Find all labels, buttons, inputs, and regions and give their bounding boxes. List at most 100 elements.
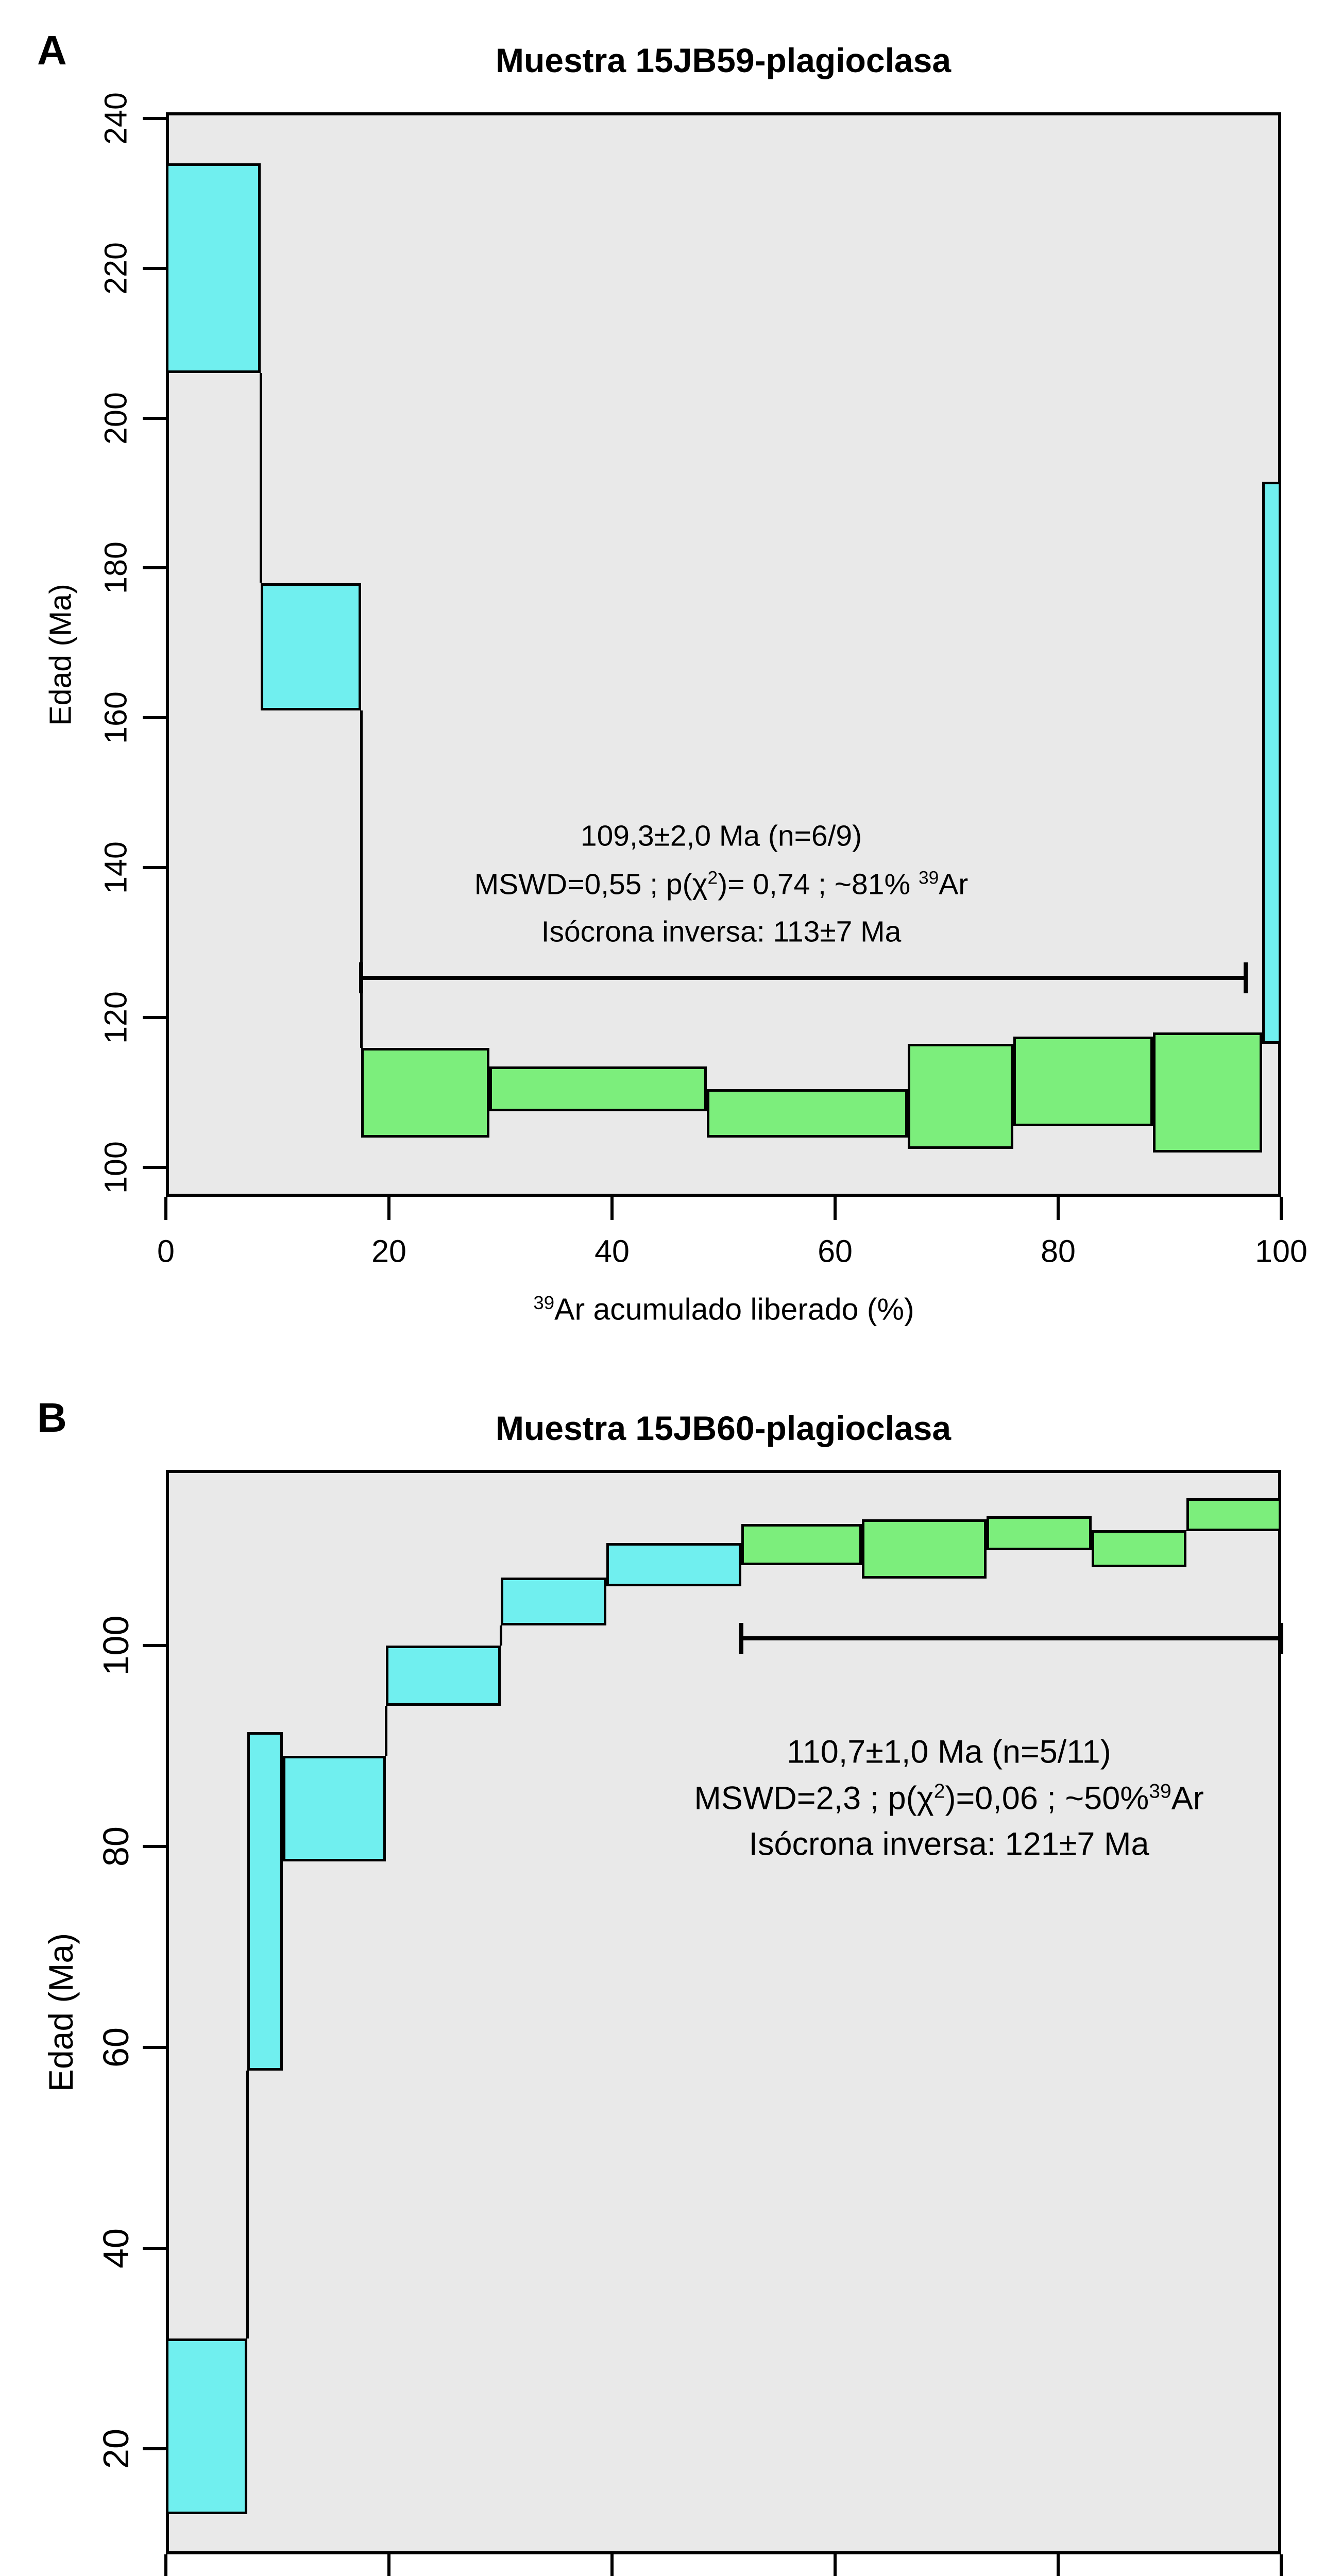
y-tick-label: 180	[98, 541, 133, 594]
x-axis-tick	[610, 2554, 614, 2576]
y-tick-label: 120	[98, 991, 133, 1044]
x-tick-label: 60	[818, 1233, 853, 1269]
step-box-plateau	[908, 1044, 1013, 1149]
y-axis-tick	[143, 1845, 166, 1848]
x-axis-tick	[834, 2554, 837, 2576]
superscript-text: 39	[1149, 1780, 1171, 1803]
plain-text: )= 0,74 ; ~81%	[718, 868, 919, 901]
step-box-plateau	[1092, 1530, 1186, 1567]
y-axis-tick	[143, 267, 166, 270]
x-tick-label: 80	[1041, 1233, 1076, 1269]
y-axis-tick	[143, 1644, 166, 1647]
step-box-plateau	[741, 1524, 862, 1565]
superscript-text: 39	[918, 868, 939, 888]
x-tick-label: 20	[371, 1233, 406, 1269]
y-tick-label: 160	[98, 691, 133, 744]
superscript-text: 39	[533, 1292, 555, 1313]
plain-text: Isócrona inversa: 113±7 Ma	[541, 915, 902, 948]
y-tick-label: 100	[96, 1615, 136, 1676]
y-tick-label: 140	[98, 841, 133, 894]
x-axis-tick	[164, 2554, 167, 2576]
y-tick-label: 100	[98, 1141, 133, 1194]
y-axis-title: Edad (Ma)	[42, 1933, 80, 2092]
plain-text: 110,7±1,0 Ma (n=5/11)	[787, 1734, 1111, 1770]
step-box-excluded	[166, 163, 261, 373]
y-axis-tick	[143, 2447, 166, 2450]
plain-text: )=0,06 ; ~50%	[945, 1780, 1149, 1817]
y-axis-tick	[143, 417, 166, 420]
x-axis-tick	[387, 2554, 390, 2576]
y-tick-label: 80	[96, 1826, 136, 1867]
plateau-annotation-line: MSWD=0,55 ; p(χ2)= 0,74 ; ~81% 39Ar	[474, 869, 969, 900]
step-box-excluded	[501, 1578, 606, 1625]
step-box-excluded	[283, 1756, 386, 1861]
x-axis-tick	[1057, 2554, 1060, 2576]
step-box-plateau	[489, 1066, 707, 1111]
y-axis-tick	[143, 716, 166, 719]
panel-a-title: Muestra 15JB59-plagioclasa	[495, 41, 952, 79]
step-box-excluded	[166, 2338, 247, 2514]
y-axis-tick	[143, 1016, 166, 1019]
y-axis-tick	[143, 1166, 166, 1169]
y-axis-tick	[143, 117, 166, 120]
step-box-excluded	[1262, 482, 1281, 1044]
y-axis-tick	[143, 566, 166, 569]
step-box-plateau	[987, 1516, 1092, 1550]
plateau-annotation-line: Isócrona inversa: 113±7 Ma	[541, 915, 902, 948]
y-axis-tick	[143, 2046, 166, 2049]
y-tick-label: 200	[98, 392, 133, 445]
x-tick-label: 100	[1255, 1233, 1307, 1269]
x-axis-tick	[610, 1197, 614, 1220]
y-axis-tick	[143, 2247, 166, 2250]
step-box-plateau	[862, 1519, 987, 1579]
step-connector-line	[260, 373, 262, 583]
plateau-bracket-end-tick	[1279, 1623, 1283, 1654]
plain-text: Ar acumulado liberado (%)	[554, 1292, 914, 1327]
plain-text: Ar	[939, 868, 969, 901]
step-connector-line	[246, 2071, 249, 2338]
plateau-bracket-end-tick	[359, 962, 363, 993]
plateau-bracket-line	[741, 1636, 1281, 1640]
y-tick-label: 220	[98, 242, 133, 295]
superscript-text: 2	[707, 868, 718, 888]
y-axis-tick	[143, 866, 166, 869]
plateau-bracket-end-tick	[1244, 962, 1248, 993]
step-box-excluded	[606, 1543, 741, 1586]
plain-text: Ar	[1171, 1780, 1204, 1817]
step-connector-line	[500, 1625, 502, 1646]
plain-text: Isócrona inversa: 121±7 Ma	[749, 1826, 1149, 1862]
x-axis-tick	[834, 1197, 837, 1220]
step-box-excluded	[386, 1646, 501, 1706]
plateau-annotation-line: MSWD=2,3 ; p(χ2)=0,06 ; ~50%39Ar	[694, 1780, 1204, 1817]
plateau-annotation-line: 109,3±2,0 Ma (n=6/9)	[580, 819, 862, 853]
step-box-plateau	[361, 1048, 489, 1138]
panel-b-title: Muestra 15JB60-plagioclasa	[495, 1409, 952, 1447]
step-box-plateau	[1013, 1037, 1153, 1126]
y-tick-label: 40	[96, 2228, 136, 2268]
x-tick-label: 40	[594, 1233, 630, 1269]
step-box-excluded	[261, 583, 361, 710]
x-axis-tick	[387, 1197, 390, 1220]
step-connector-line	[385, 1706, 387, 1756]
step-box-plateau	[707, 1089, 908, 1138]
x-axis-tick	[1280, 2554, 1283, 2576]
step-box-excluded	[247, 1732, 283, 2071]
plateau-annotation-line: Isócrona inversa: 121±7 Ma	[749, 1828, 1149, 1861]
y-tick-label: 60	[96, 2027, 136, 2067]
plain-text: 109,3±2,0 Ma (n=6/9)	[580, 819, 862, 853]
y-tick-label: 240	[98, 92, 133, 145]
step-box-plateau	[1186, 1498, 1281, 1531]
panel-a-label: A	[37, 27, 67, 73]
step-box-plateau	[1153, 1032, 1262, 1153]
y-tick-label: 20	[96, 2429, 136, 2469]
plateau-bracket-line	[361, 976, 1246, 980]
x-axis-tick	[1280, 1197, 1283, 1220]
plateau-annotation-line: 110,7±1,0 Ma (n=5/11)	[787, 1736, 1111, 1769]
plateau-bracket-end-tick	[739, 1623, 743, 1654]
x-axis-tick	[164, 1197, 167, 1220]
step-connector-line	[360, 710, 363, 1048]
plain-text: MSWD=0,55 ; p(χ	[474, 868, 708, 901]
plain-text: MSWD=2,3 ; p(χ	[694, 1780, 934, 1817]
panel-b-label: B	[37, 1395, 67, 1440]
